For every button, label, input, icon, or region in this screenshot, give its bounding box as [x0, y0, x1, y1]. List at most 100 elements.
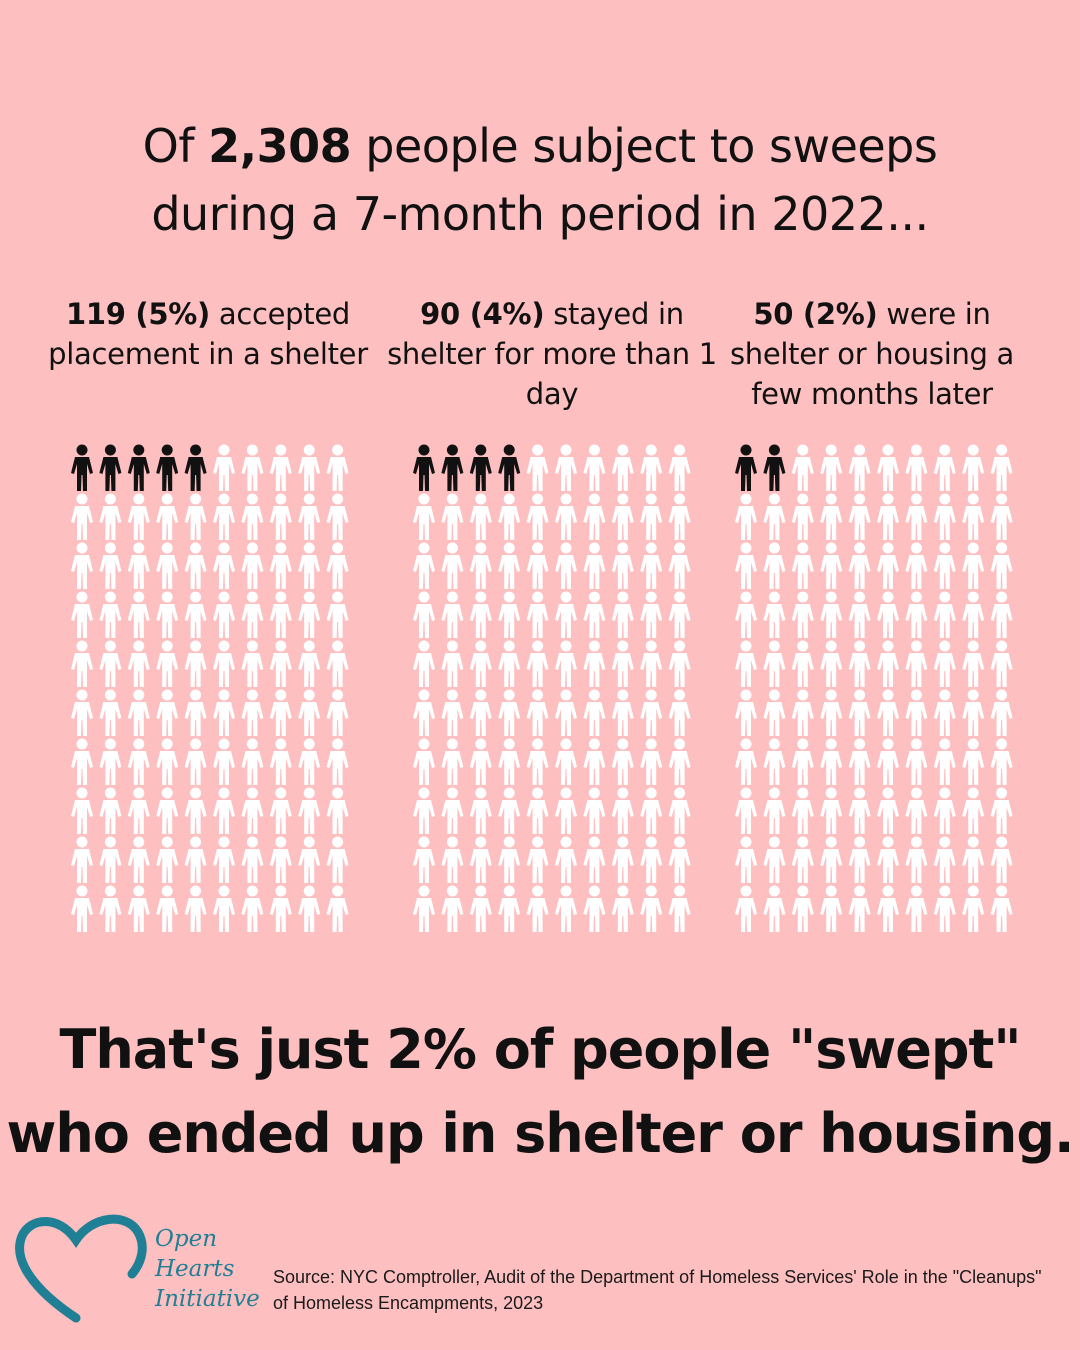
person-icon — [269, 542, 292, 589]
person-icon — [156, 885, 179, 932]
person-icon — [413, 885, 435, 932]
stat-housed: 50 (2%) were in shelter or housing a few… — [702, 294, 1042, 414]
person-icon-highlighted — [735, 444, 757, 491]
person-icon — [469, 836, 492, 883]
person-icon — [213, 689, 235, 736]
person-icon — [933, 493, 956, 540]
person-icon — [326, 640, 349, 687]
person-icon — [213, 542, 235, 589]
person-icon — [127, 542, 150, 589]
person-icon — [820, 738, 843, 785]
person-icon — [962, 640, 985, 687]
person-icon — [156, 542, 179, 589]
person-icon — [298, 689, 321, 736]
person-icon — [555, 787, 577, 834]
person-icon — [791, 493, 814, 540]
person-icon — [241, 738, 264, 785]
person-icon — [611, 836, 634, 883]
person-icon — [413, 787, 435, 834]
person-icon-highlighted — [469, 444, 492, 491]
person-icon — [905, 493, 928, 540]
person-icon — [555, 493, 577, 540]
logo-wordmark: Open Hearts Initiative — [155, 1224, 260, 1314]
person-icon — [99, 591, 122, 638]
person-icon — [962, 738, 985, 785]
person-icon — [763, 787, 786, 834]
person-icon — [326, 444, 349, 491]
person-icon — [184, 493, 207, 540]
person-icon — [877, 640, 899, 687]
person-icon — [990, 444, 1013, 491]
person-icon — [791, 836, 814, 883]
person-icon — [820, 444, 843, 491]
person-icon — [583, 787, 606, 834]
person-icon — [555, 738, 577, 785]
person-icon — [611, 689, 634, 736]
person-icon — [735, 787, 757, 834]
person-icon — [498, 640, 521, 687]
person-icon-highlighted — [71, 444, 93, 491]
logo-line-3: Initiative — [155, 1286, 260, 1312]
person-icon — [791, 640, 814, 687]
person-icon — [905, 836, 928, 883]
person-icon-highlighted — [156, 444, 179, 491]
person-icon — [127, 689, 150, 736]
person-icon — [213, 493, 235, 540]
person-icon — [640, 591, 663, 638]
person-icon — [791, 542, 814, 589]
person-icon — [820, 885, 843, 932]
person-icon — [990, 640, 1013, 687]
source-citation: Source: NYC Comptroller, Audit of the De… — [273, 1267, 1042, 1313]
heart-logo-icon — [15, 1214, 147, 1323]
person-icon — [668, 787, 691, 834]
person-icon — [127, 640, 150, 687]
person-icon-highlighted — [441, 444, 464, 491]
person-icon — [877, 591, 899, 638]
person-icon — [413, 836, 435, 883]
person-icon — [269, 640, 292, 687]
person-icon-highlighted — [99, 444, 122, 491]
stat-stayed: 90 (4%) stayed in shelter for more than … — [382, 294, 722, 414]
person-icon — [791, 738, 814, 785]
person-icon — [213, 738, 235, 785]
person-icon-highlighted — [184, 444, 207, 491]
person-icon — [156, 493, 179, 540]
person-icon — [498, 787, 521, 834]
person-icon — [640, 542, 663, 589]
person-icon — [71, 836, 93, 883]
person-icon — [820, 689, 843, 736]
person-icon — [583, 885, 606, 932]
person-icon — [469, 787, 492, 834]
person-icon — [933, 689, 956, 736]
person-icon — [877, 493, 899, 540]
person-icon — [127, 787, 150, 834]
person-icon — [326, 542, 349, 589]
person-icon — [298, 885, 321, 932]
person-icon — [791, 591, 814, 638]
person-icon — [326, 836, 349, 883]
person-icon — [905, 591, 928, 638]
person-icon — [127, 493, 150, 540]
person-icon — [611, 542, 634, 589]
person-icon — [241, 444, 264, 491]
person-icon — [184, 689, 207, 736]
person-icon — [763, 591, 786, 638]
person-icon — [820, 493, 843, 540]
person-icon — [877, 542, 899, 589]
person-icon — [990, 493, 1013, 540]
person-icon — [820, 591, 843, 638]
person-icon — [413, 689, 435, 736]
person-icon — [498, 738, 521, 785]
person-icon — [668, 836, 691, 883]
pictograph-grid-stayed — [410, 444, 700, 944]
person-icon — [611, 640, 634, 687]
person-icon — [71, 885, 93, 932]
person-icon — [848, 787, 871, 834]
person-icon — [99, 689, 122, 736]
person-icon — [668, 738, 691, 785]
person-icon — [820, 787, 843, 834]
person-icon — [413, 591, 435, 638]
person-icon — [241, 640, 264, 687]
person-icon — [877, 738, 899, 785]
person-icon — [184, 787, 207, 834]
